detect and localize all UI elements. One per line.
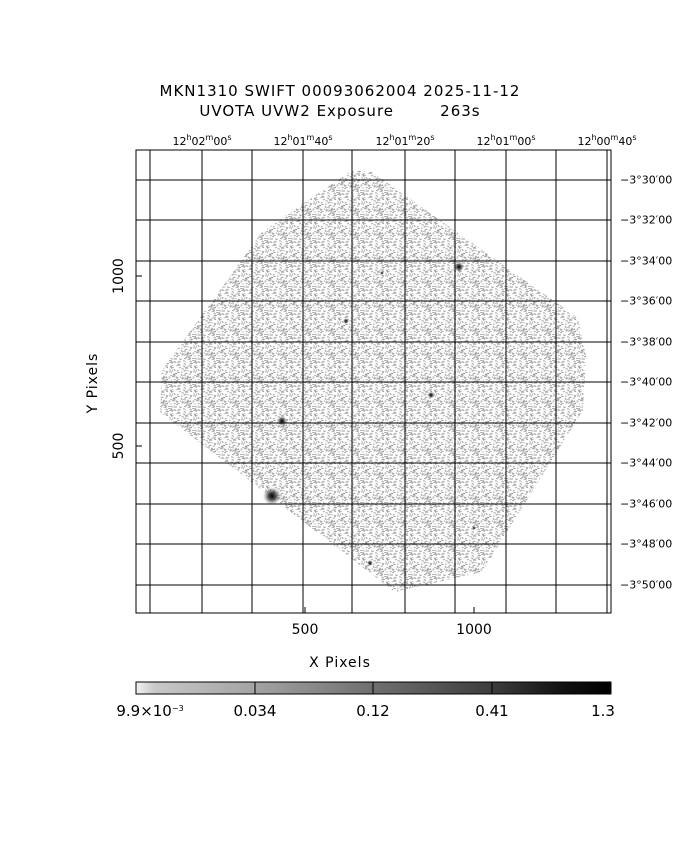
y-pixel-tick-label: 1000 — [111, 258, 127, 294]
plot-frame — [135, 149, 612, 614]
ra-tick-label: 12h02m00s — [172, 133, 232, 148]
dec-tick-label: −3°32′00 — [620, 213, 673, 227]
coordinate-grid — [136, 150, 611, 613]
faint-source — [380, 271, 384, 275]
source-upper-right — [454, 262, 464, 272]
dec-tick-label: −3°44′00 — [620, 456, 673, 470]
x-pixel-tick-label: 1000 — [456, 622, 492, 638]
colorbar-label: 0.034 — [233, 702, 277, 720]
dec-tick-label: −3°34′00 — [620, 254, 673, 268]
source-center-right — [427, 391, 435, 399]
colorbar-label-min: 9.9×10−3 — [116, 702, 184, 720]
detector-footprint — [160, 170, 586, 592]
bright-source-lower-left — [263, 487, 281, 505]
image-title-line1: MKN1310 SWIFT 00093062004 2025-11-12 — [159, 82, 521, 100]
faint-source — [343, 318, 349, 324]
dec-tick-label: −3°38′00 — [620, 335, 673, 349]
ra-tick-label: 12h01m20s — [375, 133, 435, 148]
faint-source — [472, 526, 476, 530]
dec-tick-label: −3°36′00 — [620, 294, 673, 308]
colorbar-label: 0.41 — [475, 702, 509, 720]
ra-tick-label: 12h00m40s — [577, 133, 637, 148]
y-pixel-tick-label: 500 — [111, 432, 127, 460]
ra-tick-label: 12h01m40s — [273, 133, 333, 148]
dec-tick-label: −3°42′00 — [620, 416, 673, 430]
colorbar-label: 0.12 — [356, 702, 390, 720]
ra-tick-label: 12h01m00s — [476, 133, 536, 148]
source-left-middle — [277, 416, 287, 426]
dec-tick-label: −3°46′00 — [620, 497, 673, 511]
dec-tick-label: −3°40′00 — [620, 375, 673, 389]
x-axis-label: X Pixels — [309, 655, 371, 671]
image-title-line2: UVOTA UVW2 Exposure 263s — [199, 102, 481, 120]
dec-tick-label: −3°30′00 — [620, 173, 673, 187]
x-pixel-tick-label: 500 — [291, 622, 319, 638]
colorbar-label-max: 1.3 — [591, 702, 615, 720]
source-bottom — [367, 560, 373, 566]
y-axis-label: Y Pixels — [85, 352, 101, 414]
dec-tick-label: −3°48′00 — [620, 537, 673, 551]
dec-tick-label: −3°50′00 — [620, 578, 673, 592]
